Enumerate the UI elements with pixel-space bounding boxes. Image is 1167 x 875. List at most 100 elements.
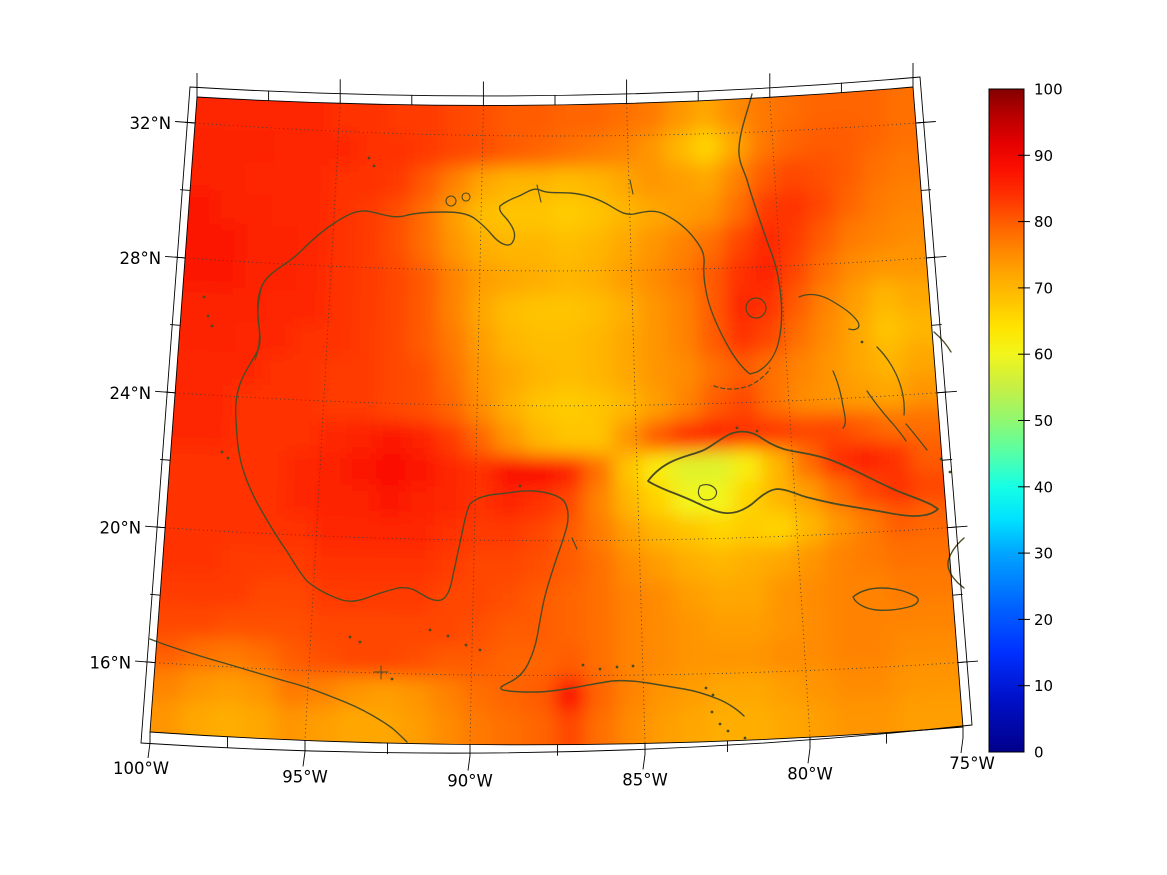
heatmap-cell bbox=[871, 312, 905, 349]
heatmap-cell bbox=[494, 455, 529, 492]
heatmap-cell bbox=[841, 282, 874, 319]
heatmap-cell bbox=[829, 87, 861, 127]
heatmap-cell bbox=[525, 87, 557, 140]
heatmap-cell bbox=[835, 700, 871, 745]
lat-tick bbox=[155, 390, 176, 394]
heatmap-cell bbox=[754, 287, 788, 324]
heatmap-cell bbox=[359, 87, 392, 139]
heatmap-cell bbox=[615, 645, 651, 682]
heatmap-cell bbox=[288, 419, 322, 456]
heatmap-cell bbox=[383, 230, 416, 267]
heatmap-cell bbox=[673, 483, 708, 520]
lat-tick-label: 24°N bbox=[110, 384, 152, 403]
heatmap-cell bbox=[797, 574, 832, 611]
heatmap-cell bbox=[786, 350, 820, 387]
heatmap-cell bbox=[150, 540, 196, 577]
heatmap-cell bbox=[765, 544, 800, 581]
heatmap-cell bbox=[357, 166, 390, 202]
heatmap-cell bbox=[732, 449, 766, 486]
heatmap-cell bbox=[497, 87, 530, 140]
heatmap-cell bbox=[316, 452, 351, 489]
heatmap-cell bbox=[553, 390, 587, 427]
lat-tick bbox=[145, 525, 166, 529]
heatmap-cell bbox=[831, 636, 867, 673]
heatmap-cell bbox=[150, 699, 185, 745]
heatmap-cell bbox=[704, 514, 739, 551]
heatmap-cell bbox=[750, 191, 783, 228]
heatmap-cell bbox=[641, 388, 675, 425]
heatmap-cell bbox=[735, 545, 770, 582]
colorbar-tick-label: 70 bbox=[1034, 279, 1053, 297]
heatmap-cell bbox=[248, 609, 283, 645]
heatmap-cell bbox=[347, 421, 381, 458]
heatmap-cell bbox=[280, 578, 315, 615]
lon-tick-label: 75°W bbox=[949, 754, 995, 773]
heatmap-cell bbox=[584, 582, 619, 619]
heatmap-cell bbox=[385, 166, 418, 203]
heatmap-cell bbox=[291, 355, 325, 392]
heatmap-cell bbox=[859, 120, 891, 157]
heatmap-cell bbox=[180, 701, 216, 745]
small-islands bbox=[202, 156, 952, 740]
heatmap-cell bbox=[378, 358, 412, 394]
heatmap-cell bbox=[815, 348, 849, 385]
heatmap-cell bbox=[805, 156, 838, 193]
heatmap-cell bbox=[580, 134, 613, 171]
heatmap-cell bbox=[414, 87, 447, 140]
heatmap-cell bbox=[582, 262, 615, 299]
heatmap-cell bbox=[614, 517, 649, 554]
heatmap-cell bbox=[399, 677, 435, 714]
heatmap-cell bbox=[439, 263, 472, 299]
heatmap-cell bbox=[199, 415, 234, 451]
heatmap-cell bbox=[720, 129, 752, 166]
heatmap-cell bbox=[837, 218, 870, 255]
heatmap-cell bbox=[780, 222, 813, 259]
heatmap-cell bbox=[496, 231, 529, 268]
heatmap-cell bbox=[277, 642, 312, 679]
heatmap-cell bbox=[352, 293, 385, 330]
heatmap-cell bbox=[800, 638, 836, 675]
coastline-mobile-bay bbox=[536, 179, 634, 203]
islet-dot bbox=[206, 314, 210, 318]
heatmap-cell bbox=[381, 294, 414, 331]
heatmap-cell bbox=[723, 225, 756, 262]
islet-dot bbox=[210, 324, 214, 328]
heatmap-cell bbox=[525, 199, 558, 236]
heatmap-cell bbox=[583, 486, 618, 523]
heatmap-cell bbox=[553, 230, 586, 267]
heatmap-cell bbox=[242, 704, 278, 745]
islet-dot bbox=[711, 693, 715, 697]
heatmap-cell bbox=[294, 291, 328, 328]
heatmap-cell bbox=[585, 646, 620, 683]
heatmap-cell bbox=[466, 327, 500, 364]
heatmap-cell bbox=[469, 167, 502, 204]
meridian-gridline bbox=[469, 105, 484, 745]
heatmap-cell bbox=[835, 186, 868, 223]
heatmap-cell bbox=[211, 703, 247, 745]
heatmap-cell bbox=[637, 164, 670, 201]
heatmap-cell bbox=[761, 448, 796, 484]
graticule-layer bbox=[155, 97, 959, 745]
heatmap-cell bbox=[189, 574, 224, 610]
heatmap-cell bbox=[553, 166, 586, 203]
heatmap-cell bbox=[354, 229, 388, 266]
heatmap-cell bbox=[429, 710, 465, 745]
heatmap-cell bbox=[609, 165, 642, 202]
heatmap-cell bbox=[758, 384, 793, 420]
heatmap-cell bbox=[856, 538, 891, 575]
heatmap-cell bbox=[436, 390, 470, 427]
lat-tick bbox=[947, 525, 968, 529]
heatmap-cell bbox=[867, 248, 901, 285]
heatmap-cell bbox=[442, 87, 475, 140]
heatmap-cell bbox=[241, 225, 274, 262]
colorbar-tick-label: 30 bbox=[1034, 545, 1053, 563]
heatmap-cell bbox=[819, 412, 853, 449]
heatmap-cell bbox=[767, 576, 802, 613]
heatmap-cell bbox=[747, 127, 780, 164]
heatmap-cell bbox=[373, 517, 408, 554]
colorbar-tick-label: 50 bbox=[1034, 412, 1053, 430]
heatmap-cell bbox=[369, 645, 405, 682]
heatmap-cell bbox=[612, 421, 647, 458]
